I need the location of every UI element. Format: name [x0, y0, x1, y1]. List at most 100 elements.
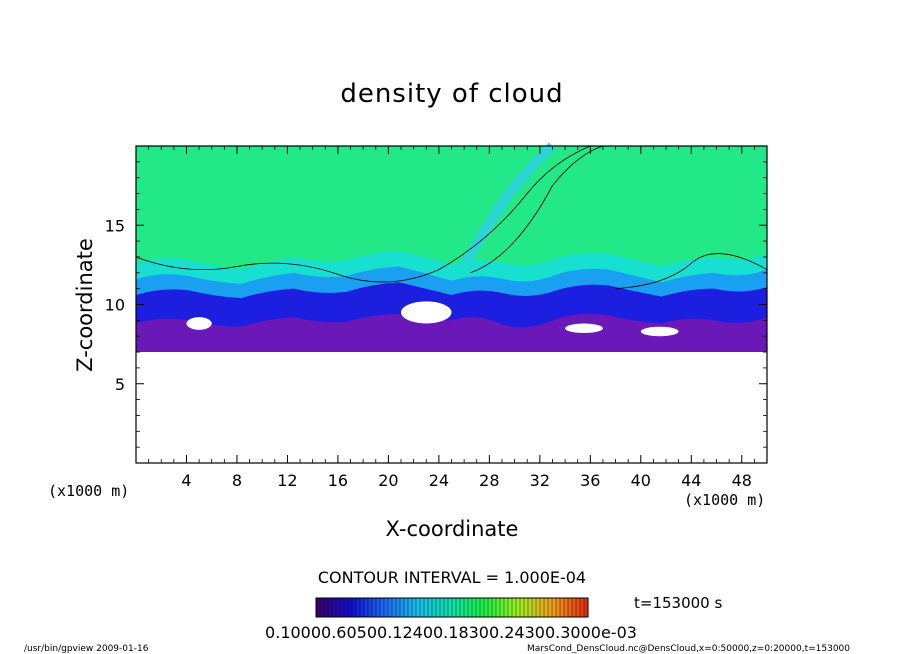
colorbar-cell — [396, 598, 401, 617]
colorbar-cell — [492, 598, 497, 617]
colorbar-cell — [536, 598, 541, 617]
colorbar-cell — [484, 598, 489, 617]
cloud-gap — [640, 326, 679, 337]
contour-line — [470, 145, 604, 274]
contour-line — [615, 253, 768, 290]
colorbar-cell — [520, 598, 525, 617]
colorbar-cell — [436, 598, 441, 617]
x-tick-label: 44 — [681, 471, 701, 490]
colorbar-cell — [516, 598, 521, 617]
x-tick-label: 28 — [479, 471, 499, 490]
footer-left: /usr/bin/gpview 2009-01-16 — [24, 644, 149, 654]
colorbar-cell — [584, 598, 589, 617]
colorbar-cell — [576, 598, 581, 617]
colorbar-cell — [360, 598, 365, 617]
colorbar — [315, 598, 589, 617]
colorbar-cell — [448, 598, 453, 617]
colorbar-cell — [392, 598, 397, 617]
y-tick-label: 10 — [105, 296, 125, 315]
swirl-stripe — [459, 142, 556, 268]
colorbar-cell — [488, 598, 493, 617]
colorbar-labels: 0.10000.60500.12400.18300.24300.3000e-03 — [265, 623, 637, 642]
x-tick-label: 24 — [429, 471, 449, 490]
x-tick-label: 4 — [181, 471, 191, 490]
contour-interval: CONTOUR INTERVAL = 1.000E-04 — [318, 568, 586, 587]
colorbar-cell — [540, 598, 545, 617]
colorbar-cell — [456, 598, 461, 617]
colorbar-cell — [416, 598, 421, 617]
colorbar-cell — [528, 598, 533, 617]
colorbar-cell — [524, 598, 529, 617]
time-label: t=153000 s — [634, 594, 722, 612]
x-tick-label: 48 — [732, 471, 752, 490]
colorbar-cell — [552, 598, 557, 617]
colorbar-cell — [572, 598, 577, 617]
colorbar-cell — [408, 598, 413, 617]
colorbar-cell — [452, 598, 457, 617]
colorbar-cell — [348, 598, 353, 617]
y-axis-label: Z-coordinate — [73, 238, 97, 372]
colorbar-cell — [544, 598, 549, 617]
colorbar-cell — [324, 598, 329, 617]
x-axis-label: X-coordinate — [386, 517, 519, 541]
x-axis-ticks: 4 8 12 16 20 24 28 32 36 40 44 48 — [148, 146, 755, 490]
upper-cloud-field — [136, 146, 767, 273]
colorbar-cell — [464, 598, 469, 617]
x-tick-label: 32 — [530, 471, 550, 490]
y-axis-ticks: 5 10 15 — [105, 161, 767, 448]
contour-lines — [135, 145, 768, 290]
x-unit-label: (x1000 m) — [684, 491, 765, 509]
y-tick-label: 5 — [115, 375, 125, 394]
colorbar-cell — [468, 598, 473, 617]
x-tick-label: 12 — [277, 471, 297, 490]
colorbar-cell — [424, 598, 429, 617]
colorbar-cell — [328, 598, 333, 617]
colorbar-cell — [476, 598, 481, 617]
colorbar-cell — [356, 598, 361, 617]
density-field — [136, 142, 767, 353]
colorbar-cell — [412, 598, 417, 617]
x-tick-label: 16 — [328, 471, 348, 490]
colorbar-cell — [376, 598, 381, 617]
colorbar-cell — [564, 598, 569, 617]
colorbar-cell — [368, 598, 373, 617]
x-tick-label: 36 — [580, 471, 600, 490]
colorbar-cell — [420, 598, 425, 617]
colorbar-cell — [556, 598, 561, 617]
colorbar-cell — [444, 598, 449, 617]
colorbar-cell — [388, 598, 393, 617]
cloud-gap — [401, 301, 452, 324]
band-purple-deep — [136, 313, 767, 353]
colorbar-cell — [512, 598, 517, 617]
colorbar-cell — [504, 598, 509, 617]
colorbar-cell — [372, 598, 377, 617]
colorbar-cell — [336, 598, 341, 617]
colorbar-cell — [340, 598, 345, 617]
x-tick-label: 20 — [378, 471, 398, 490]
colorbar-cell — [532, 598, 537, 617]
colorbar-cell — [364, 598, 369, 617]
colorbar-cell — [404, 598, 409, 617]
colorbar-cell — [380, 598, 385, 617]
x-tick-label: 40 — [631, 471, 651, 490]
chart-title: density of cloud — [340, 79, 563, 109]
colorbar-cell — [440, 598, 445, 617]
contour-line — [135, 145, 591, 283]
colorbar-cell — [332, 598, 337, 617]
colorbar-cell — [480, 598, 485, 617]
colorbar-cell — [496, 598, 501, 617]
colorbar-cell — [352, 598, 357, 617]
colorbar-frame — [315, 597, 589, 618]
colorbar-cell — [344, 598, 349, 617]
colorbar-cell — [432, 598, 437, 617]
colorbar-cell — [400, 598, 405, 617]
footer-right: MarsCond_DensCloud.nc@DensCloud,x=0:5000… — [527, 644, 850, 654]
colorbar-cell — [508, 598, 513, 617]
colorbar-cell — [568, 598, 573, 617]
cloud-gap — [565, 323, 603, 334]
colorbar-cell — [460, 598, 465, 617]
cloud-gap — [186, 317, 212, 330]
colorbar-cell — [580, 598, 585, 617]
